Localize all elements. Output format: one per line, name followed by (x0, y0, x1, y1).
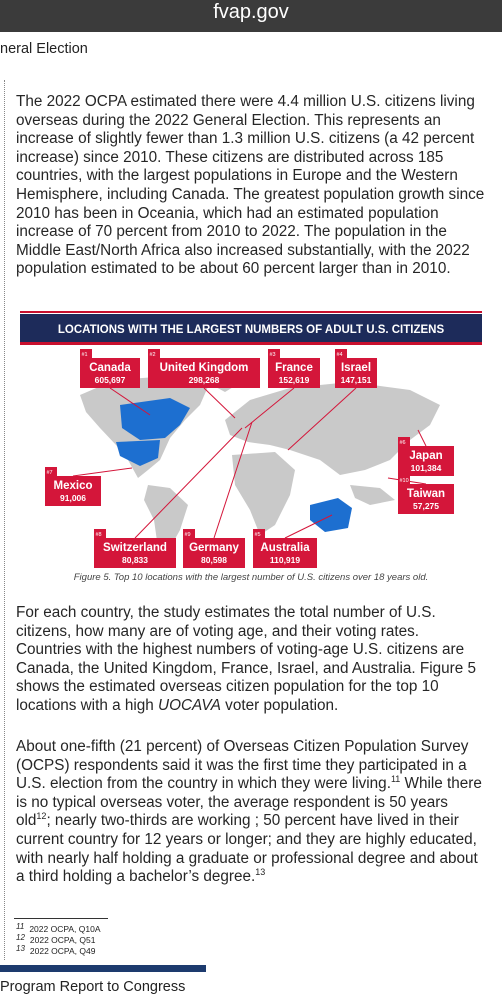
label-box (398, 446, 454, 476)
location-count: 80,598 (201, 555, 227, 565)
rank: #4 (337, 352, 343, 358)
location-name: United Kingdom (160, 362, 249, 374)
footnote-number: 13 (16, 944, 25, 953)
rank: #3 (270, 352, 276, 358)
rank: #7 (47, 470, 53, 476)
footnote: 11 2022 OCPA, Q10A (16, 922, 101, 934)
rank: #9 (185, 532, 191, 538)
location-count: 110,919 (270, 555, 301, 565)
location-count: 605,697 (95, 375, 126, 385)
rank-tag (80, 349, 92, 358)
figure-title: LOCATIONS WITH THE LARGEST NUMBERS OF AD… (58, 324, 445, 336)
location-name: Taiwan (407, 488, 445, 500)
text: While there is no typical overseas voter… (16, 775, 482, 830)
label-box (148, 358, 260, 388)
location-name: Canada (89, 362, 131, 374)
text: For each country, the study estimates th… (16, 604, 477, 714)
figure-map: LOCATIONS WITH THE LARGEST NUMBERS OF AD… (20, 311, 482, 568)
location-count: 80,833 (122, 555, 148, 565)
text: ; nearly two-thirds are working ; 50 per… (16, 812, 478, 886)
browser-bar: fvap.gov (0, 0, 502, 32)
footnote: 13 2022 OCPA, Q49 (16, 944, 95, 956)
callout-line (287, 387, 357, 451)
callout-line (109, 387, 151, 416)
location-name: Australia (260, 542, 310, 554)
italic-text: UOCAVA (158, 696, 221, 714)
figure-caption: Figure 5. Top 10 locations with the larg… (73, 572, 429, 583)
location-count: 101,384 (411, 463, 442, 473)
footnote-number: 12 (16, 933, 25, 942)
text: About one-fifth (21 percent) of Overseas… (16, 738, 469, 793)
footnote-rule (14, 918, 108, 919)
location-count: 298,268 (189, 375, 220, 385)
label-box (80, 358, 140, 388)
rank: #5 (255, 532, 261, 538)
rank: #6 (400, 440, 406, 446)
paragraph: The 2022 OCPA estimated there were 4.4 m… (16, 93, 485, 278)
rank-tag (335, 349, 347, 358)
footnote: 12 2022 OCPA, Q51 (16, 933, 95, 945)
footer-bar (0, 965, 206, 972)
rank-tag (268, 349, 280, 358)
rank-tag (148, 349, 160, 358)
rank-tag (253, 529, 265, 538)
callout-line (72, 467, 133, 477)
label-box (253, 538, 317, 568)
location-name: France (275, 362, 313, 374)
callout-line (203, 387, 236, 419)
label-box (268, 358, 320, 388)
rank-tag (45, 467, 57, 476)
callout-line (134, 427, 243, 539)
rank: #2 (150, 352, 156, 358)
footnote-text: 2022 OCPA, Q51 (29, 935, 96, 945)
location-name: Mexico (54, 480, 93, 492)
margin-rule (4, 80, 5, 960)
location-name: Japan (409, 450, 442, 462)
rank: #10 (400, 478, 409, 484)
footnote-ref[interactable]: 12 (36, 811, 47, 822)
banner: LOCATIONS WITH THE LARGEST NUMBERS OF AD… (20, 311, 482, 345)
footnote-number: 11 (16, 922, 25, 931)
section-header: neral Election (0, 41, 88, 57)
label-box (45, 476, 101, 506)
location-name: Germany (189, 542, 239, 554)
callout-line (244, 387, 295, 429)
footnote-text: 2022 OCPA, Q10A (29, 924, 101, 934)
location-count: 57,275 (413, 501, 439, 511)
rank: #1 (82, 352, 88, 358)
world-map (80, 365, 440, 555)
location-count: 91,006 (60, 493, 86, 503)
paragraph: About one-fifth (21 percent) of Overseas… (16, 738, 486, 887)
rank-tag (398, 437, 410, 446)
label-box (398, 484, 454, 514)
location-name: Israel (341, 362, 371, 374)
footer-text: Program Report to Congress (0, 979, 186, 995)
footnote-text: 2022 OCPA, Q49 (29, 946, 96, 956)
callout-line (213, 421, 253, 539)
site-url[interactable]: fvap.gov (213, 1, 289, 23)
rank-tag (398, 475, 410, 484)
location-count: 147,151 (341, 375, 372, 385)
label-box (335, 358, 377, 388)
rank: #8 (96, 532, 102, 538)
label-box (183, 538, 245, 568)
footnote-ref[interactable]: 13 (255, 867, 266, 878)
text: voter population. (220, 696, 339, 714)
rank-tag (183, 529, 195, 538)
callout-line (417, 429, 427, 447)
label-box (94, 538, 176, 568)
location-count: 152,619 (279, 375, 310, 385)
rank-tag (94, 529, 106, 538)
callout-line (284, 514, 333, 539)
paragraph: For each country, the study estimates th… (16, 604, 486, 716)
footnote-ref[interactable]: 11 (390, 774, 401, 785)
location-name: Switzerland (103, 542, 167, 554)
